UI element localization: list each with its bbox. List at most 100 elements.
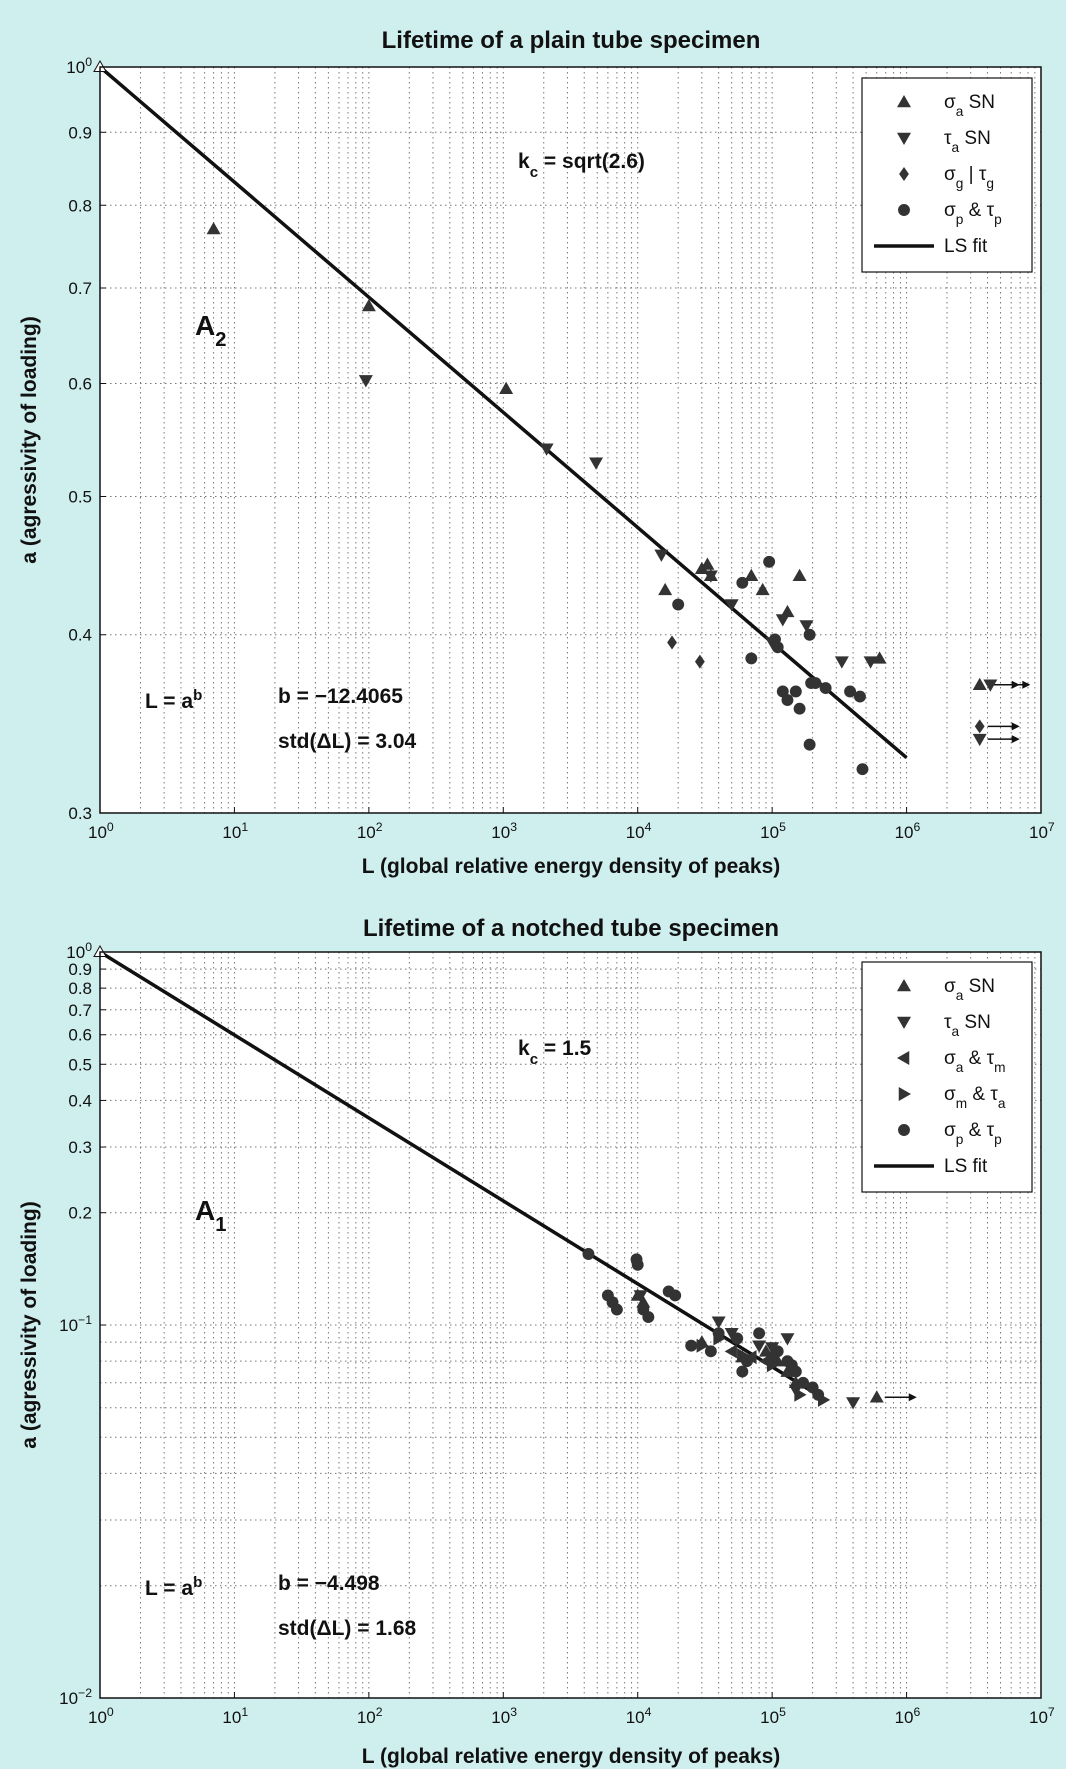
data-point-down	[780, 1333, 795, 1346]
legend-entry-label: σa SN	[944, 976, 995, 1003]
data-point-down	[633, 1290, 648, 1303]
legend-marker-right	[898, 1087, 911, 1101]
data-point-down	[846, 1397, 861, 1410]
x-tick-label: 102	[357, 820, 383, 842]
data-point-circle	[763, 555, 776, 568]
data-point-circle	[731, 1332, 744, 1345]
legend-marker-circle	[898, 1124, 910, 1136]
region-label: A1	[195, 1195, 226, 1236]
runout-arrow-head	[1011, 735, 1020, 744]
legend-entry-label: LS fit	[944, 236, 988, 257]
legend-marker-up	[897, 95, 911, 108]
y-tick-label: 0.6	[68, 375, 92, 394]
data-point-up	[792, 568, 807, 581]
annotations: kc = 1.5 A1 L = ab b = −4.498 std(ΔL) = 1.68	[145, 1037, 592, 1640]
data-point-circle	[631, 1258, 644, 1271]
data-point-circle	[781, 694, 794, 706]
y-tick-labels: 0.3 0.4 0.5 0.6 0.7 0.8 0.9 100	[66, 55, 106, 823]
x-tick-label: 103	[491, 1705, 517, 1727]
plot-frame	[99, 66, 1042, 814]
legend-box	[861, 77, 1033, 273]
kc-annotation: kc = sqrt(2.6)	[518, 150, 645, 181]
data-point-down	[972, 733, 987, 747]
x-tick-label: 100	[88, 820, 114, 842]
runout-arrow-head	[1022, 680, 1031, 689]
y-tick-label: 0.5	[68, 1055, 92, 1074]
data-point-circle	[819, 682, 832, 695]
data-point-down	[834, 656, 849, 669]
runout-arrow-head	[1011, 722, 1020, 731]
y-tick-label: 0.6	[68, 1026, 92, 1045]
legend: σa SN τa SN σa & τm σm & τa σp & τp LS fit	[861, 961, 1033, 1193]
data-point-circle	[672, 598, 685, 611]
y-tick-label: 10−1	[59, 1313, 92, 1335]
data-point-circle	[854, 690, 866, 703]
legend-marker-up	[897, 979, 911, 992]
y-tick-label: 10−2	[59, 1686, 92, 1708]
y-tick-label: 0.3	[68, 1138, 92, 1157]
x-tick-label: 104	[626, 820, 652, 842]
data-point-circle	[793, 702, 806, 715]
y-tick-label: 100	[66, 940, 92, 962]
data-point-down	[724, 1328, 739, 1341]
data-point-circle	[741, 1355, 753, 1368]
y-tick-label: 0.4	[68, 1091, 92, 1110]
legend: σa SN τa SN σg | τg σp & τp LS fit	[861, 77, 1033, 273]
data-points	[93, 944, 917, 1410]
x-tick-label: 103	[491, 820, 517, 842]
plain-tube-chart: 100 101 102 103 104 105 106 107 0.3 0.4 0.5 0.6 0.7…	[18, 27, 1055, 878]
data-point-circle	[685, 1339, 698, 1352]
x-tick-label: 107	[1029, 820, 1055, 842]
data-point-circle	[844, 685, 857, 698]
law-annotation: L = ab	[145, 1574, 202, 1601]
data-point-down	[654, 549, 669, 562]
x-tick-label: 101	[222, 820, 248, 842]
data-points	[93, 59, 1031, 776]
ls-fit-line	[99, 950, 827, 1402]
legend-entry-label: LS fit	[944, 1156, 988, 1177]
runout-arrow-head	[908, 1393, 917, 1402]
data-point-right	[737, 1348, 750, 1363]
data-point-circle	[771, 1345, 784, 1358]
y-tick-label: 0.7	[68, 279, 92, 298]
data-point-up	[872, 651, 887, 664]
data-point-circle	[789, 1365, 802, 1378]
data-point-up	[869, 1390, 884, 1403]
y-tick-label: 0.8	[68, 979, 92, 998]
data-point-circle	[789, 685, 802, 698]
data-point-up	[499, 381, 514, 394]
legend-marker-diamond	[899, 167, 909, 181]
data-point-diamond	[694, 654, 705, 669]
data-point-down	[765, 1342, 780, 1355]
legend-entry-label: σm & τa	[944, 1084, 1006, 1111]
data-point-up	[744, 568, 759, 581]
data-point-circle	[704, 1345, 717, 1358]
data-point-circle	[582, 1248, 595, 1260]
data-point-up	[658, 582, 673, 596]
y-tick-label: 0.9	[68, 123, 92, 142]
data-point-circle	[771, 641, 784, 654]
data-point-diamond	[974, 719, 985, 734]
data-point-down	[358, 375, 373, 388]
data-point-circle	[809, 677, 822, 690]
y-axis-label: a (agressivity of loading)	[18, 1201, 41, 1448]
x-tick-label: 101	[222, 1705, 248, 1727]
std-annotation: std(ΔL) = 1.68	[278, 1617, 417, 1640]
y-tick-label: 0.4	[68, 626, 92, 645]
region-label: A2	[195, 310, 226, 351]
x-tick-label: 107	[1029, 1705, 1055, 1727]
data-point-left	[724, 1344, 737, 1359]
data-point-circle	[736, 576, 749, 589]
data-point-circle	[712, 1327, 725, 1340]
data-point-down	[539, 443, 554, 456]
data-point-circle	[797, 1376, 810, 1389]
legend-entry-label: σp & τp	[944, 200, 1002, 227]
y-tick-label: 0.3	[68, 804, 92, 823]
data-point-up	[780, 604, 795, 618]
legend-entry-label: τa SN	[944, 128, 991, 155]
b-annotation: b = −4.498	[278, 1572, 380, 1595]
data-point-down	[752, 1340, 767, 1353]
legend-marker-down	[897, 132, 911, 145]
legend-entry-label: σa SN	[944, 92, 995, 119]
